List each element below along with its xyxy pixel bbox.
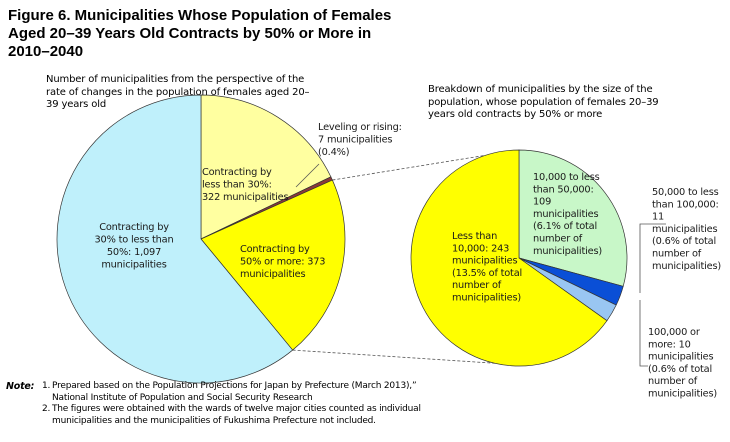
- slice-label-line: (13.5% of total: [452, 268, 522, 279]
- note-heading: Note: [6, 381, 31, 392]
- slice-label-line: Leveling or rising:: [318, 122, 402, 133]
- slice-label-line: municipalities): [648, 389, 717, 400]
- subtitle-line: Number of municipalities from the perspe…: [46, 74, 305, 85]
- slice-label-line: municipalities: [652, 224, 717, 235]
- note-item: Note: 1. Prepared based on the Populatio…: [6, 381, 417, 403]
- leader-line: [295, 163, 320, 188]
- note-item: 2. The figures were obtained with the wa…: [6, 404, 421, 427]
- pie-right: [410, 149, 628, 367]
- slice-label-10000-50000: 10,000 to less than 50,000: 109 municipalit…: [533, 172, 602, 257]
- subtitle-line: 39 years old: [46, 99, 107, 110]
- slice-label-line: (0.6% of total: [648, 364, 712, 375]
- slice-label-line: municipalities: [101, 260, 166, 271]
- leader-line: [639, 300, 648, 367]
- slice-label-line: municipalities): [533, 246, 602, 257]
- slice-label-line: municipalities): [652, 261, 721, 272]
- slice-label-line: 109: [533, 197, 551, 208]
- slice-label-line: municipalities: [452, 256, 517, 267]
- slice-label-leveling: Leveling or rising: 7 municipalities (0.4%…: [318, 122, 402, 158]
- note-text: Prepared based on the Population Project…: [52, 381, 417, 391]
- slice-label-50000-100000: 50,000 to less than 100,000: 11 municipalit…: [652, 187, 721, 272]
- slice-label-100000plus: 100,000 or more: 10 municipalities (0.6% of…: [648, 327, 717, 400]
- slice-label-line: 100,000 or: [648, 327, 701, 338]
- slice-label-line: 322 municipalities: [202, 192, 288, 203]
- slice-label-line: than 50,000:: [533, 184, 594, 195]
- slice-label-line: (6.1% of total: [533, 221, 597, 232]
- slice-label-lt10000: Less than 10,000: 243 municipalities (13.5%…: [452, 231, 522, 304]
- slice-label-line: 7 municipalities: [318, 135, 392, 146]
- slice-label-line: 50%: 1,097: [107, 247, 161, 258]
- slice-label-line: (0.6% of total: [652, 236, 716, 247]
- figure-title: Figure 6. Municipalities Whose Populatio…: [8, 7, 428, 61]
- slice-label-line: number of: [648, 376, 698, 387]
- pie-slice-contracting-30-50: [56, 94, 294, 384]
- pie-slice-contracting-lt30: [200, 94, 332, 240]
- slice-label-contracting-30-50: Contracting by 30% to less than 50%: 1,097…: [95, 222, 174, 271]
- slice-label-line: 50% or more: 373: [240, 257, 325, 268]
- slice-label-contracting-lt30: Contracting by less than 30%: 322 municipa…: [202, 167, 288, 203]
- slice-label-line: municipalities: [648, 352, 713, 363]
- note-number: 2.: [42, 404, 51, 414]
- slice-label-line: municipalities: [533, 209, 598, 220]
- note-text: The figures were obtained with the wards…: [52, 404, 421, 414]
- slice-label-contracting-50plus: Contracting by 50% or more: 373 municipali…: [240, 244, 325, 280]
- note-text: National Institute of Population and Soc…: [52, 392, 313, 403]
- subtitle-line: years old contracts by 50% or more: [428, 109, 603, 120]
- slice-label-line: Contracting by: [202, 167, 272, 178]
- slice-label-line: municipalities: [240, 269, 305, 280]
- slice-label-line: 11: [652, 212, 664, 223]
- connector-lines: [292, 154, 495, 364]
- leader-line: [639, 223, 666, 293]
- slice-label-line: municipalities): [452, 293, 521, 304]
- slice-label-line: Less than: [452, 231, 497, 242]
- slice-label-line: number of: [452, 280, 502, 291]
- connector-line: [332, 154, 486, 181]
- slice-label-line: (0.4%): [318, 147, 349, 158]
- left-chart-subtitle: Number of municipalities from the perspe…: [46, 74, 310, 112]
- pie-slice-contracting-50plus: [200, 179, 346, 351]
- slice-label-line: Contracting by: [99, 222, 169, 233]
- connector-line: [292, 349, 495, 364]
- slice-label-line: Contracting by: [240, 244, 310, 255]
- pie-slice-lt10000: [410, 149, 608, 367]
- notes-section: Note: 1. Prepared based on the Populatio…: [6, 381, 421, 427]
- note-text: municipalities and the municipalities of…: [52, 415, 376, 426]
- pie-slice-10000-50000: [518, 149, 628, 287]
- title-line: Figure 6. Municipalities Whose Populatio…: [8, 7, 392, 24]
- slice-label-line: 10,000 to less: [533, 172, 600, 183]
- pie-left: [56, 94, 346, 384]
- slice-label-line: than 100,000:: [652, 199, 719, 210]
- note-number: 1.: [42, 381, 51, 391]
- slice-labels: Contracting by less than 30%: 322 municipa…: [95, 122, 722, 400]
- slice-label-line: 50,000 to less: [652, 187, 719, 198]
- slice-label-line: 10,000: 243: [452, 243, 509, 254]
- right-chart-subtitle: Breakdown of municipalities by the size …: [428, 84, 659, 122]
- slice-label-line: number of: [652, 249, 702, 260]
- title-line: 2010–2040: [8, 43, 84, 60]
- subtitle-line: Breakdown of municipalities by the size …: [428, 84, 653, 95]
- slice-label-line: 30% to less than: [95, 235, 174, 246]
- subtitle-line: rate of changes in the population of fem…: [46, 86, 310, 98]
- subtitle-line: population, whose population of females …: [428, 96, 659, 108]
- slice-label-line: more: 10: [648, 339, 691, 350]
- slice-label-line: number of: [533, 234, 583, 245]
- slice-label-line: less than 30%:: [202, 180, 272, 191]
- title-line: Aged 20–39 Years Old Contracts by 50% or…: [8, 25, 372, 42]
